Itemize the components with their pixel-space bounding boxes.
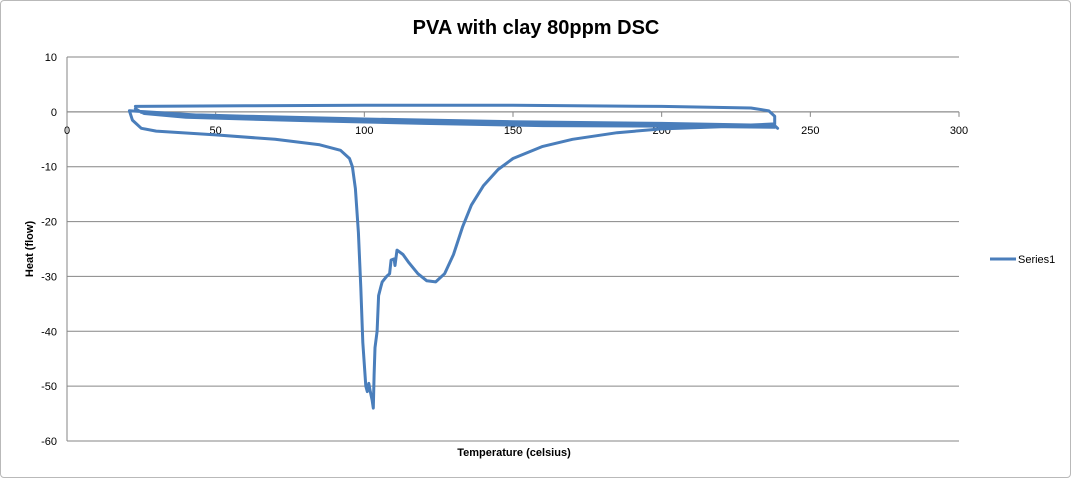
y-tick-label: -60 (41, 436, 57, 448)
y-tick-label: -20 (41, 217, 57, 229)
y-tick-label: -50 (41, 381, 57, 393)
x-tick-label: 250 (801, 125, 819, 137)
x-tick-label: 300 (950, 125, 968, 137)
x-axis-title: Temperature (celsius) (457, 447, 571, 459)
y-tick-label: -30 (41, 271, 57, 283)
series-layer (127, 103, 780, 410)
y-tick-label: 10 (45, 52, 57, 64)
chart-title: PVA with clay 80ppm DSC (413, 17, 660, 39)
y-axis-title: Heat (flow) (24, 221, 36, 278)
y-tick-label: -40 (41, 326, 57, 338)
y-tick-label: 0 (51, 107, 57, 119)
x-tick-label: 150 (504, 125, 522, 137)
series-line (127, 103, 780, 410)
axes: 100-10-20-30-40-50-600 50 100 150 200 250 300 (41, 52, 968, 448)
legend-label: Series1 (1018, 254, 1055, 266)
legend: Series1 (990, 254, 1055, 266)
y-tick-label: -10 (41, 162, 57, 174)
x-tick-label: 100 (355, 125, 373, 137)
x-tick-label: 0 (64, 125, 70, 137)
